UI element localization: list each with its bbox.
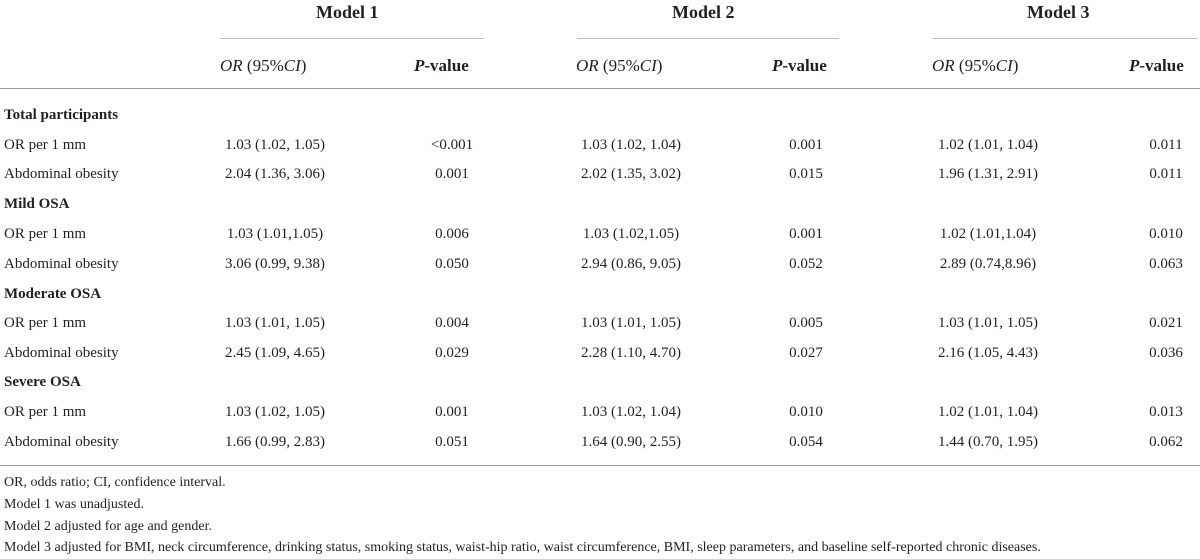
- or-ci-cell: 1.03 (1.02, 1.04): [581, 137, 681, 153]
- or-ci-cell: 1.44 (0.70, 1.95): [938, 434, 1038, 450]
- or-italic: OR: [576, 56, 599, 75]
- p-value-cell: 0.006: [435, 226, 469, 242]
- or-italic: OR: [220, 56, 243, 75]
- p-value-cell: 0.001: [435, 404, 469, 420]
- p-value-cell: 0.054: [789, 434, 823, 450]
- model-1-rule: [220, 38, 484, 39]
- p-rest: -value: [1139, 56, 1184, 75]
- table-bottom-rule: [0, 465, 1200, 466]
- or-ci-cell: 1.03 (1.02,1.05): [582, 226, 680, 242]
- model-3-rule: [933, 38, 1197, 39]
- p-italic: P: [1129, 56, 1140, 75]
- or-ci-column-header: OR (95%CI): [576, 56, 662, 76]
- p-value-cell: 0.029: [435, 345, 469, 361]
- or-ci-column-header: OR (95%CI): [932, 56, 1018, 76]
- or-ci-cell: 1.03 (1.02, 1.05): [225, 404, 325, 420]
- or-ci-cell: 2.02 (1.35, 3.02): [581, 166, 681, 182]
- or-ci-cell: 2.04 (1.36, 3.06): [225, 166, 325, 182]
- or-ci-cell: 2.89 (0.74,8.96): [939, 256, 1037, 272]
- p-value-cell: 0.005: [789, 315, 823, 331]
- or-ci-cell: 1.02 (1.01, 1.04): [938, 404, 1038, 420]
- p-value-cell: 0.027: [789, 345, 823, 361]
- or-ci-cell: 2.16 (1.05, 4.43): [938, 345, 1038, 361]
- or-rest: (95%: [242, 56, 284, 75]
- model-2-rule: [577, 38, 839, 39]
- or-ci-cell: 1.96 (1.31, 2.91): [938, 166, 1038, 182]
- or-ci-cell: 1.03 (1.02, 1.04): [581, 404, 681, 420]
- row-label: Abdominal obesity: [4, 345, 119, 361]
- section-title: Total participants: [4, 107, 119, 123]
- p-italic: P: [414, 56, 425, 75]
- row-label: OR per 1 mm: [4, 137, 87, 153]
- model-1-header: Model 1: [316, 2, 379, 22]
- or-ci-cell: 1.03 (1.01, 1.05): [225, 315, 325, 331]
- section-title: Severe OSA: [4, 374, 81, 390]
- row-label: OR per 1 mm: [4, 315, 87, 331]
- footnote: Model 2 adjusted for age and gender.: [4, 519, 212, 534]
- p-value-cell: 0.010: [789, 404, 823, 420]
- or-ci-cell: 1.03 (1.01,1.05): [226, 226, 324, 242]
- header-bottom-rule: [0, 88, 1200, 89]
- ci-italic: CI: [639, 56, 657, 75]
- p-italic: P: [772, 56, 783, 75]
- or-ci-cell: 1.66 (0.99, 2.83): [225, 434, 325, 450]
- p-value-cell: 0.004: [435, 315, 469, 331]
- or-ci-cell: 1.03 (1.01, 1.05): [938, 315, 1038, 331]
- or-rest: (95%: [598, 56, 640, 75]
- p-rest: -value: [782, 56, 827, 75]
- p-value-cell: 0.001: [435, 166, 469, 182]
- or-ci-column-header: OR (95%CI): [220, 56, 306, 76]
- or-rest: (95%: [954, 56, 996, 75]
- p-value-cell: <0.001: [430, 137, 474, 153]
- p-value-cell: 0.021: [1149, 315, 1183, 331]
- close-paren: ): [656, 56, 663, 75]
- or-ci-cell: 3.06 (0.99, 9.38): [225, 256, 325, 272]
- section-title: Moderate OSA: [4, 286, 102, 302]
- p-value-cell: 0.001: [789, 226, 823, 242]
- row-label: Abdominal obesity: [4, 166, 119, 182]
- p-value-column-header: P-value: [1129, 56, 1184, 76]
- p-value-cell: 0.036: [1149, 345, 1183, 361]
- model-3-header: Model 3: [1027, 2, 1090, 22]
- or-ci-cell: 2.28 (1.10, 4.70): [581, 345, 681, 361]
- p-value-cell: 0.011: [1149, 166, 1183, 182]
- p-value-cell: 0.051: [435, 434, 469, 450]
- or-ci-cell: 1.03 (1.02, 1.05): [225, 137, 325, 153]
- section-title: Mild OSA: [4, 196, 70, 212]
- footnote: Model 3 adjusted for BMI, neck circumfer…: [4, 540, 1041, 555]
- p-value-cell: 0.052: [789, 256, 823, 272]
- p-value-cell: 0.015: [789, 166, 823, 182]
- p-value-cell: 0.050: [435, 256, 469, 272]
- or-ci-cell: 1.64 (0.90, 2.55): [581, 434, 681, 450]
- row-label: Abdominal obesity: [4, 434, 119, 450]
- row-label: Abdominal obesity: [4, 256, 119, 272]
- or-italic: OR: [932, 56, 955, 75]
- model-2-header: Model 2: [672, 2, 735, 22]
- ci-italic: CI: [995, 56, 1013, 75]
- p-rest: -value: [424, 56, 469, 75]
- row-label: OR per 1 mm: [4, 404, 87, 420]
- p-value-cell: 0.011: [1149, 137, 1183, 153]
- p-value-cell: 0.001: [789, 137, 823, 153]
- or-ci-cell: 1.02 (1.01,1.04): [939, 226, 1037, 242]
- close-paren: ): [300, 56, 307, 75]
- p-value-cell: 0.013: [1149, 404, 1183, 420]
- close-paren: ): [1012, 56, 1019, 75]
- p-value-cell: 0.062: [1149, 434, 1183, 450]
- p-value-column-header: P-value: [772, 56, 827, 76]
- p-value-cell: 0.010: [1149, 226, 1183, 242]
- or-ci-cell: 2.45 (1.09, 4.65): [225, 345, 325, 361]
- or-ci-cell: 1.03 (1.01, 1.05): [581, 315, 681, 331]
- row-label: OR per 1 mm: [4, 226, 87, 242]
- p-value-cell: 0.063: [1149, 256, 1183, 272]
- ci-italic: CI: [283, 56, 301, 75]
- footnote: Model 1 was unadjusted.: [4, 497, 144, 512]
- or-ci-cell: 2.94 (0.86, 9.05): [581, 256, 681, 272]
- or-ci-cell: 1.02 (1.01, 1.04): [938, 137, 1038, 153]
- p-value-column-header: P-value: [414, 56, 469, 76]
- footnote: OR, odds ratio; CI, confidence interval.: [4, 475, 226, 490]
